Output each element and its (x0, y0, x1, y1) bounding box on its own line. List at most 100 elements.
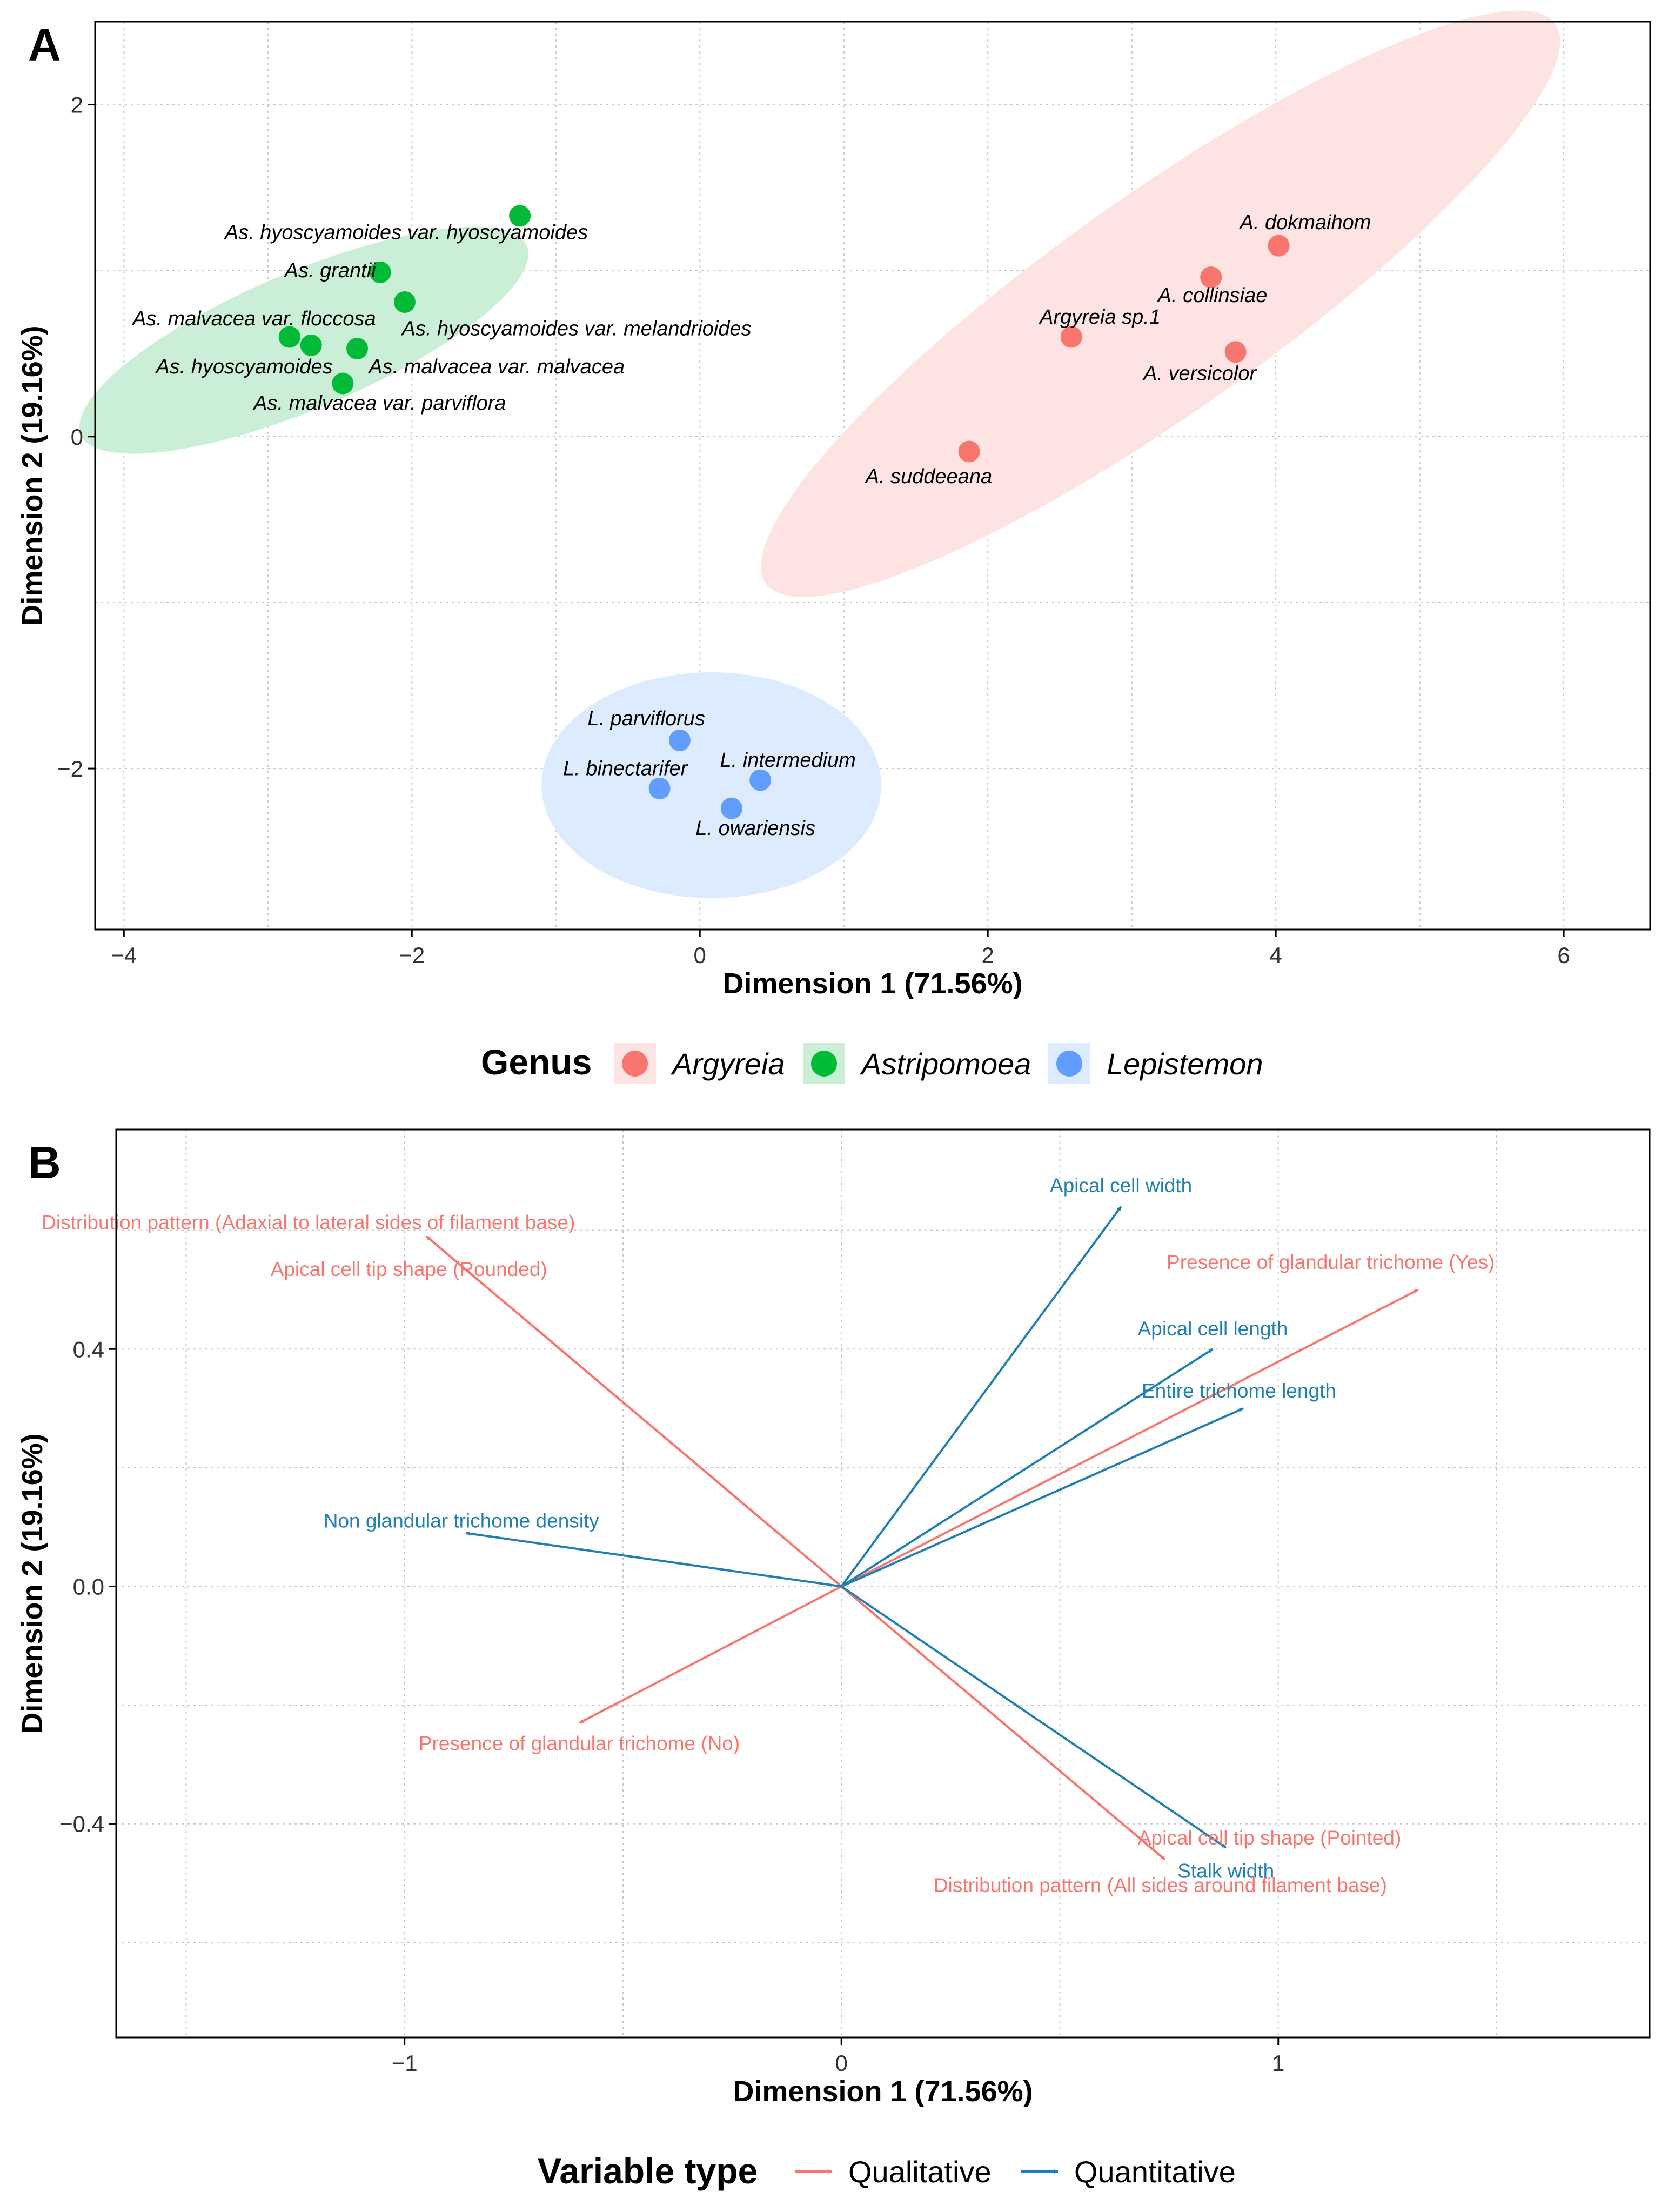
legend-lepistemon-dot (1056, 1051, 1082, 1077)
panel-a: A As. hyoscyamoides var. hyoscyamoidesAs… (16, 10, 1651, 1084)
panel-b: B Distribution pattern (Adaxial to later… (16, 1128, 1651, 2191)
panel-b-x-tick-label: 0 (835, 2050, 848, 2076)
point-argyreia (1200, 266, 1222, 288)
panel-a-x-tick-label: 6 (1557, 943, 1570, 968)
point-label: As. malvacea var. malvacea (367, 356, 625, 378)
panel-b-grid (116, 1130, 1650, 2037)
panel-b-y-tick-label: −0.4 (59, 1812, 104, 1837)
arrow-label: Presence of glandular trichome (Yes) (1167, 1251, 1495, 1273)
panel-a-y-tick-label: −2 (57, 756, 83, 781)
panel-b-arrows (425, 1206, 1419, 1861)
point-label: A. versicolor (1142, 362, 1257, 385)
panel-b-y-tick-label: 0.0 (73, 1574, 104, 1599)
point-astripomoea (346, 338, 368, 360)
panel-b-x-tick-label: −1 (392, 2050, 418, 2076)
point-lepistemon (668, 729, 691, 751)
arrow-quantitative (841, 1585, 1227, 1849)
panel-a-y-tick-label: 2 (71, 92, 83, 118)
panel-a-y-tick-label: 0 (71, 424, 83, 450)
panel-b-x-ticks: −1 0 1 (392, 2037, 1284, 2076)
legend-lepistemon-label: Lepistemon (1107, 1047, 1263, 1081)
panel-a-points (278, 205, 1290, 819)
point-label: As. malvacea var. floccosa (131, 308, 376, 330)
legend-argyreia-label: Argyreia (671, 1047, 785, 1081)
panel-a-x-ticks: −4 −2 0 2 4 6 (111, 930, 1570, 968)
panel-a-x-axis-title: Dimension 1 (71.56%) (722, 967, 1022, 1000)
panel-a-y-ticks: −2 0 2 (57, 92, 95, 781)
arrow-label: Apical cell width (1050, 1174, 1192, 1197)
arrow-quantitative (841, 1348, 1214, 1588)
arrow-label: Apical cell length (1138, 1318, 1288, 1340)
point-label: A. suddeeana (865, 465, 993, 488)
point-label: As. hyoscyamoides var. hyoscyamoides (224, 221, 588, 244)
point-argyreia (958, 440, 980, 463)
point-label: As. malvacea var. parviflora (252, 392, 506, 415)
panel-b-arrow-labels: Distribution pattern (Adaxial to lateral… (42, 1174, 1495, 1896)
legend-astripomoea-label: Astripomoea (860, 1047, 1031, 1081)
panel-b-y-tick-label: 0.4 (73, 1336, 104, 1362)
point-astripomoea (393, 291, 416, 313)
point-argyreia (1060, 326, 1082, 348)
point-astripomoea (509, 205, 531, 227)
arrow-qualitative (425, 1235, 842, 1588)
panel-a-x-tick-label: 0 (694, 943, 706, 968)
arrow-qualitative (840, 1585, 1165, 1861)
arrow-label: Stalk width (1177, 1860, 1274, 1882)
ellipse-lepistemon (541, 672, 881, 898)
point-lepistemon (720, 797, 742, 819)
point-argyreia (1224, 341, 1247, 363)
arrow-label: Apical cell tip shape (Rounded) (271, 1258, 547, 1280)
point-astripomoea (300, 334, 322, 356)
arrow-quantitative (465, 1531, 842, 1588)
panel-a-x-tick-label: −2 (399, 943, 425, 968)
legend-qualitative-label: Qualitative (848, 2155, 992, 2189)
point-label: As. hyoscyamoides var. melandrioides (401, 317, 752, 340)
legend-genus-title: Genus (481, 1042, 592, 1082)
panel-b-tag: B (28, 1137, 61, 1188)
arrow-qualitative (579, 1585, 842, 1724)
arrow-label: Apical cell tip shape (Pointed) (1138, 1827, 1401, 1849)
panel-b-legend: Variable type Qualitative Quantitative (538, 2151, 1236, 2191)
panel-a-x-tick-label: −4 (111, 943, 137, 968)
point-label: L. parviflorus (587, 707, 705, 730)
point-label: L. intermedium (720, 749, 856, 772)
panel-b-y-axis-title: Dimension 2 (19.16%) (16, 1433, 49, 1733)
arrow-label: Presence of glandular trichome (No) (419, 1732, 740, 1754)
point-astripomoea (332, 372, 354, 395)
point-label: L. binectarifer (563, 757, 688, 780)
point-lepistemon (749, 769, 772, 791)
panel-a-x-tick-label: 4 (1269, 943, 1282, 968)
legend-astripomoea-dot (811, 1051, 837, 1077)
panel-a-tag: A (28, 19, 61, 70)
arrow-label: Entire trichome length (1142, 1380, 1336, 1402)
point-lepistemon (648, 777, 671, 799)
point-label: L. owariensis (695, 817, 815, 840)
arrow-label: Distribution pattern (Adaxial to lateral… (42, 1211, 575, 1233)
panel-a-legend: Genus Argyreia Astripomoea Lepistemon (481, 1042, 1263, 1084)
arrow-qualitative (841, 1288, 1419, 1588)
panel-b-y-ticks: −0.4 0.0 0.4 (59, 1336, 116, 1837)
point-astripomoea (278, 326, 300, 348)
panel-b-x-tick-label: 1 (1272, 2050, 1284, 2076)
legend-variable-type-title: Variable type (538, 2151, 758, 2191)
panel-a-point-labels: As. hyoscyamoides var. hyoscyamoides As. … (131, 211, 1371, 840)
point-label: As. hyoscyamoides (155, 356, 332, 378)
panel-b-frame (115, 1128, 1651, 2039)
point-label: A. dokmaihom (1239, 211, 1371, 234)
panel-a-x-tick-label: 2 (982, 943, 994, 968)
point-label: A. collinsiae (1157, 284, 1268, 307)
panel-a-frame (94, 21, 1651, 931)
point-label: Argyreia sp.1 (1039, 306, 1161, 329)
panel-b-x-axis-title: Dimension 1 (71.56%) (733, 2075, 1033, 2108)
legend-argyreia-dot (622, 1051, 648, 1077)
arrow-label: Non glandular trichome density (324, 1510, 600, 1532)
panel-a-y-axis-title: Dimension 2 (19.16%) (16, 325, 49, 625)
arrow-label: Distribution pattern (All sides around f… (934, 1874, 1387, 1896)
point-label: As. grantii (284, 259, 377, 282)
arrow-quantitative (840, 1206, 1122, 1587)
point-astripomoea (369, 261, 391, 283)
arrow-quantitative (841, 1407, 1244, 1588)
legend-quantitative-label: Quantitative (1074, 2155, 1236, 2189)
point-argyreia (1268, 235, 1290, 257)
